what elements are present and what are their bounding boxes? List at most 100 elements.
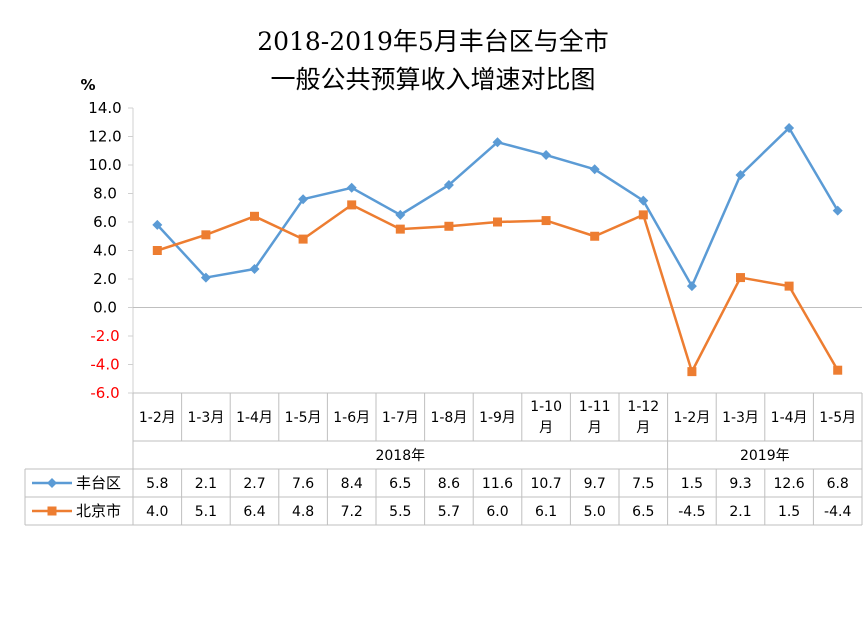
data-value-label: 6.5 — [389, 476, 411, 492]
data-value-label: 6.1 — [535, 504, 557, 520]
x-category-label: 1-7月 — [382, 410, 419, 426]
x-category-label: 1-12 — [627, 399, 659, 415]
series-1-point — [443, 179, 454, 190]
series-2-point — [152, 246, 162, 255]
series-1-point — [686, 281, 697, 292]
data-value-label: 2.1 — [195, 476, 217, 492]
y-tick-label: 10.0 — [88, 156, 121, 174]
data-value-label: 6.8 — [827, 476, 849, 492]
data-value-label: 9.7 — [584, 476, 606, 492]
series-2-point — [736, 273, 745, 283]
series-2-point — [444, 221, 454, 231]
data-value-label: 5.8 — [146, 476, 168, 492]
series-1-point — [200, 272, 211, 283]
series-1-point — [492, 137, 503, 148]
series-1-point — [249, 264, 260, 275]
data-value-label: 8.4 — [341, 476, 363, 492]
series-2-point — [590, 231, 600, 241]
x-category-label: 1-5月 — [285, 410, 322, 426]
x-category-label: 1-8月 — [430, 410, 467, 426]
series-2-point — [347, 200, 357, 210]
y-unit-label: % — [80, 76, 95, 94]
x-category-label: 月 — [636, 420, 650, 436]
series-2-point — [201, 230, 211, 240]
data-value-label: 11.6 — [482, 476, 513, 492]
y-tick-label: 0.0 — [93, 299, 117, 317]
series-2-point — [395, 224, 405, 234]
data-value-label: 2.1 — [729, 504, 751, 520]
series-1-point — [638, 195, 649, 206]
y-tick-label: 2.0 — [93, 270, 117, 288]
data-value-label: 5.7 — [438, 504, 460, 520]
x-category-label: 1-6月 — [333, 410, 370, 426]
series-1-point — [541, 150, 552, 161]
data-value-label: 10.7 — [531, 476, 562, 492]
legend-label-2: 北京市 — [76, 502, 121, 520]
y-tick-label: 6.0 — [93, 213, 117, 231]
series-1-point — [298, 194, 309, 205]
series-2-point — [541, 216, 551, 226]
data-value-label: 2.7 — [243, 476, 265, 492]
x-category-label: 1-2月 — [673, 410, 710, 426]
y-tick-label: -6.0 — [90, 384, 119, 402]
x-group-label: 2018年 — [375, 448, 425, 464]
data-value-label: 1.5 — [778, 504, 800, 520]
data-value-label: 6.4 — [243, 504, 265, 520]
series-2-point — [493, 217, 502, 227]
data-value-label: 6.5 — [632, 504, 654, 520]
data-value-label: 9.3 — [729, 476, 751, 492]
data-value-label: 4.8 — [292, 504, 314, 520]
y-tick-label: -2.0 — [90, 327, 119, 345]
series-2-point — [298, 234, 308, 244]
data-value-label: 4.0 — [146, 504, 168, 520]
legend-marker-1 — [47, 478, 57, 488]
series-1-point — [395, 209, 406, 220]
x-category-label: 1-4月 — [236, 410, 273, 426]
data-value-label: 6.0 — [486, 504, 508, 520]
series-line-2 — [156, 203, 839, 373]
data-value-label: 8.6 — [438, 476, 460, 492]
legend-marker-2 — [47, 506, 57, 516]
data-value-label: -4.4 — [824, 504, 851, 520]
series-1-point — [152, 219, 163, 230]
x-category-label: 1-2月 — [139, 410, 176, 426]
x-category-label: 月 — [539, 420, 553, 436]
series-line-1 — [156, 126, 839, 288]
chart-title-line2: 一般公共预算收入增速对比图 — [270, 65, 596, 94]
data-value-label: 5.0 — [584, 504, 606, 520]
series-2-point — [638, 210, 648, 220]
data-value-label: 1.5 — [681, 476, 703, 492]
series-2-point — [784, 281, 794, 291]
y-tick-label: -4.0 — [90, 356, 119, 374]
series-1-point — [346, 182, 357, 193]
data-value-label: 7.6 — [292, 476, 314, 492]
series-1-point — [784, 122, 795, 133]
legend-label-1: 丰台区 — [76, 474, 121, 492]
series-2-point — [250, 211, 259, 221]
x-category-label: 1-10 — [530, 399, 562, 415]
data-value-label: 7.2 — [341, 504, 363, 520]
x-group-label: 2019年 — [740, 448, 790, 464]
x-category-label: 1-3月 — [722, 410, 759, 426]
x-category-label: 1-3月 — [187, 410, 224, 426]
y-tick-label: 12.0 — [88, 128, 121, 146]
series-2-point — [833, 365, 843, 375]
data-value-label: 5.1 — [195, 504, 217, 520]
data-value-label: 12.6 — [774, 476, 805, 492]
y-tick-label: 4.0 — [93, 242, 117, 260]
y-tick-label: 14.0 — [88, 99, 121, 117]
series-1-point — [589, 164, 600, 175]
x-category-label: 1-11 — [579, 399, 611, 415]
series-2-point — [687, 367, 697, 377]
chart-title-line1: 2018-2019年5月丰台区与全市 — [257, 27, 609, 56]
series-1-point — [735, 169, 746, 180]
x-category-label: 1-5月 — [819, 410, 856, 426]
data-value-label: 7.5 — [632, 476, 654, 492]
x-category-label: 1-9月 — [479, 410, 516, 426]
data-value-label: 5.5 — [389, 504, 411, 520]
x-category-label: 月 — [588, 420, 602, 436]
series-1-point — [832, 205, 843, 216]
y-tick-label: 8.0 — [93, 185, 117, 203]
data-value-label: -4.5 — [678, 504, 705, 520]
